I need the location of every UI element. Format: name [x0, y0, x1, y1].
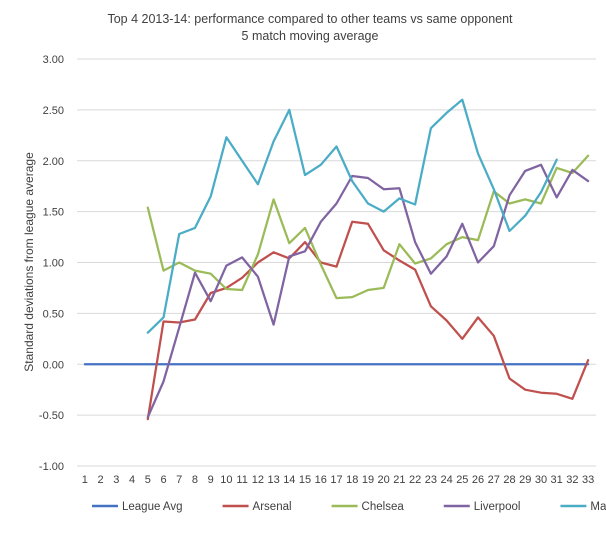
x-tick-label: 33: [582, 474, 594, 486]
legend-item-chelsea: Chelsea: [331, 501, 405, 513]
series-line-chelsea: [146, 154, 590, 300]
y-tick-label: 1.00: [43, 258, 64, 270]
x-tick-label: 8: [192, 474, 198, 486]
x-tick-label: 4: [129, 474, 135, 486]
x-tick-label: 24: [440, 474, 452, 486]
legend-label: Man City: [590, 501, 606, 513]
x-tick-label: 28: [503, 474, 515, 486]
legend-label: Chelsea: [362, 501, 405, 513]
x-tick-label: 18: [346, 474, 358, 486]
x-tick-label: 2: [98, 474, 104, 486]
x-tick-label: 12: [252, 474, 264, 486]
x-tick-label: 11: [236, 474, 247, 486]
legend-label: Arsenal: [253, 501, 292, 513]
y-tick-label: -1.00: [39, 461, 64, 473]
gridlines: [77, 58, 596, 467]
x-tick-label: 14: [283, 474, 295, 486]
x-tick-label: 3: [113, 474, 119, 486]
x-tick-label: 21: [393, 474, 405, 486]
chart-title: Top 4 2013-14: performance compared to o…: [107, 12, 513, 26]
x-tick-label: 27: [488, 474, 500, 486]
x-tick-label: 29: [519, 474, 531, 486]
x-tick-label: 20: [378, 474, 390, 486]
legend-item-liverpool: Liverpool: [443, 501, 521, 513]
y-axis-label: Standard deviations from league average: [22, 152, 36, 372]
x-tick-label: 32: [566, 474, 578, 486]
x-tick-label: 7: [176, 474, 182, 486]
chart-subtitle: 5 match moving average: [242, 29, 379, 43]
x-tick-label: 17: [330, 474, 342, 486]
y-tick-label: 1.50: [43, 207, 64, 219]
legend-label: Liverpool: [474, 501, 521, 513]
x-tick-label: 6: [160, 474, 166, 486]
legend-item-arsenal: Arsenal: [222, 501, 292, 513]
legend-item-league-avg: League Avg: [92, 501, 183, 513]
x-tick-label: 9: [208, 474, 214, 486]
legend: League Avg Arsenal Chelsea Liverpool Man Cit…: [92, 501, 606, 513]
x-tick-label: 25: [456, 474, 468, 486]
x-tick-label: 19: [362, 474, 374, 486]
x-tick-label: 31: [551, 474, 563, 486]
series-line-man-city: [146, 98, 558, 334]
x-tick-label: 13: [267, 474, 279, 486]
x-tick-label: 1: [82, 474, 88, 486]
y-tick-label: 3.00: [43, 54, 64, 66]
x-tick-label: 5: [145, 474, 151, 486]
y-tick-label: -0.50: [39, 410, 64, 422]
x-axis-ticks: 1 2 3 4 5 6 7 8 9 10 11 12 13 14 15 16 17 18 19 20 21 22 23 24 2…: [82, 474, 594, 486]
x-tick-label: 10: [220, 474, 232, 486]
y-tick-label: 2.50: [43, 105, 64, 117]
series-line-liverpool: [146, 163, 590, 419]
series-lines: [83, 98, 590, 421]
y-tick-label: 0.00: [43, 359, 64, 371]
series-line-arsenal: [146, 220, 590, 421]
legend-label: League Avg: [122, 501, 183, 513]
x-tick-label: 23: [425, 474, 437, 486]
legend-item-man-city: Man City: [560, 501, 606, 513]
x-tick-label: 15: [299, 474, 311, 486]
y-tick-label: 0.50: [43, 308, 64, 320]
x-tick-label: 16: [315, 474, 327, 486]
x-tick-label: 22: [409, 474, 421, 486]
x-tick-label: 30: [535, 474, 547, 486]
x-tick-label: 26: [472, 474, 484, 486]
y-tick-label: 2.00: [43, 156, 64, 168]
y-axis-ticks: 3.00 2.50 2.00 1.50 1.00 0.50 0.00 -0.50 -1.00: [39, 54, 64, 473]
